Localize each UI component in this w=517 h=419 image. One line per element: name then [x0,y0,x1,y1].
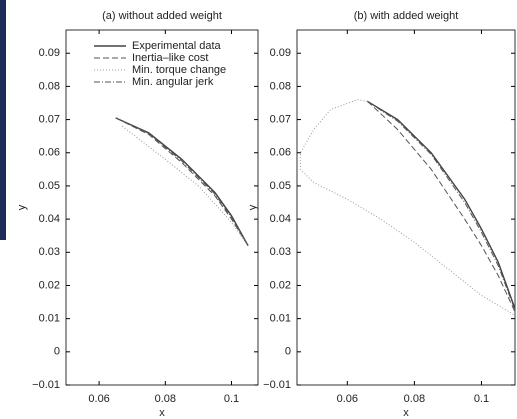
y-axis-label: y [247,204,259,210]
background-strip [0,0,6,240]
y-tick-label: 0.07 [270,113,291,125]
x-axis-label: x [159,407,165,419]
y-tick-label: 0.06 [270,147,291,159]
data-line [299,99,516,316]
y-tick-label: 0 [54,346,60,358]
y-tick-label: −0.01 [263,379,291,391]
chart-title: (b) with added weight [354,10,459,22]
y-tick-label: 0.09 [39,47,60,59]
y-tick-label: 0.08 [39,80,60,92]
data-line [367,100,516,309]
y-tick-label: 0.07 [39,113,60,125]
x-tick-label: 0.06 [337,393,358,405]
y-tick-label: 0.03 [39,246,60,258]
legend-label: Inertia–like cost [132,52,208,64]
data-line [115,117,249,246]
y-tick-label: 0.02 [270,279,291,291]
x-tick-label: 0.08 [155,393,176,405]
y-axis-label: y [16,204,28,210]
y-tick-label: 0.05 [270,180,291,192]
y-tick-label: 0.04 [39,213,60,225]
data-line [115,117,249,247]
x-tick-label: 0.08 [404,393,425,405]
legend-label: Experimental data [132,40,222,52]
y-tick-label: 0.03 [270,246,291,258]
chart-title: (a) without added weight [102,10,222,22]
y-tick-label: 0.08 [270,80,291,92]
data-line [121,125,249,246]
y-tick-label: 0.09 [270,47,291,59]
y-tick-label: 0.01 [270,313,291,325]
x-axis-label: x [403,407,409,419]
legend-label: Min. torque change [132,64,226,76]
y-tick-label: 0.06 [39,147,60,159]
y-tick-label: 0.02 [39,279,60,291]
data-line [367,100,516,313]
legend-label: Min. angular jerk [132,76,214,88]
y-tick-label: 0.05 [39,180,60,192]
y-tick-label: 0.04 [270,213,291,225]
axes-frame [65,29,259,386]
data-line [115,117,249,246]
axes-frame [296,29,516,386]
y-tick-label: 0.01 [39,313,60,325]
x-tick-label: 0.1 [224,393,239,405]
y-tick-label: −0.01 [32,379,60,391]
y-tick-label: 0 [285,346,291,358]
x-tick-label: 0.1 [474,393,489,405]
x-tick-label: 0.06 [88,393,109,405]
data-line [367,100,516,311]
